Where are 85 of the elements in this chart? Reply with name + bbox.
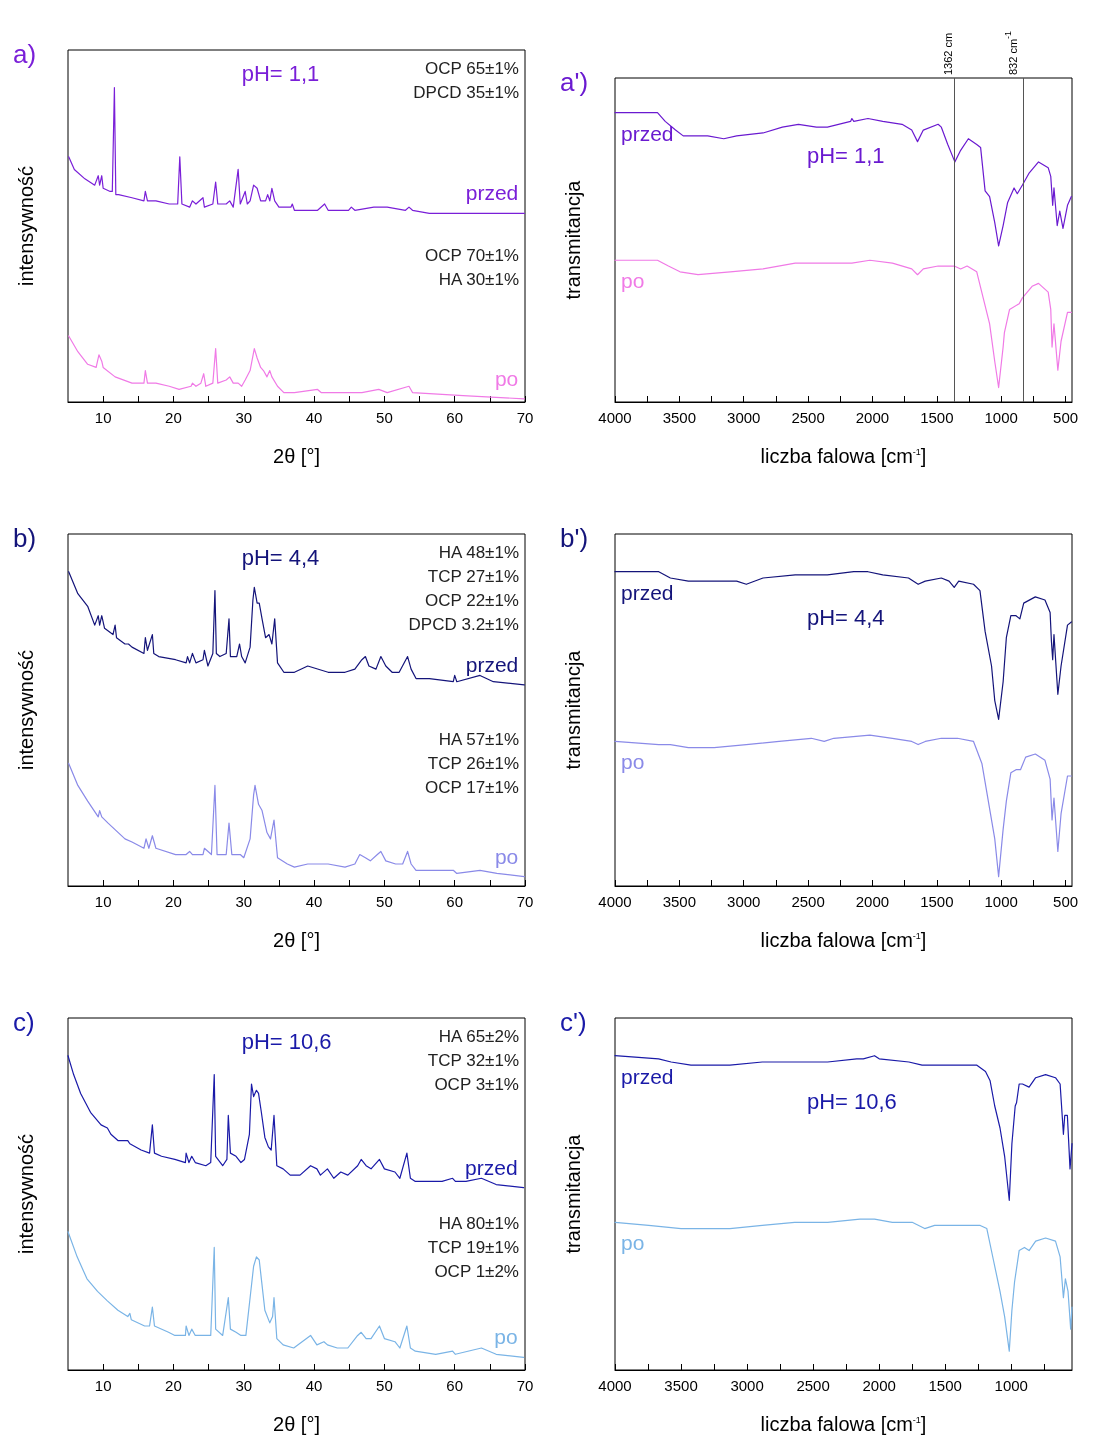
- chart-title: c): [13, 1007, 35, 1037]
- ref-line-label: 1362 cm: [942, 32, 955, 75]
- x-tick-label: 2500: [796, 1377, 830, 1394]
- chart-title: a): [13, 39, 37, 69]
- x-tick-label: 20: [165, 893, 182, 910]
- series-label: przed: [621, 121, 674, 145]
- x-tick-label: 1000: [984, 409, 1018, 426]
- chart-title: b): [13, 523, 37, 553]
- chart-title: c'): [560, 1007, 587, 1037]
- annotation: OCP 70±1% HA 30±1%: [424, 246, 519, 290]
- text: pH= 1,1: [241, 61, 320, 87]
- series-label: przed: [621, 1064, 674, 1088]
- x-tick-label: 2000: [855, 893, 890, 910]
- x-tick-label: 3000: [727, 409, 761, 426]
- x-axis-title: 2θ [°]: [273, 929, 320, 951]
- x-tick-label: 60: [446, 409, 464, 426]
- series-label: przed: [465, 1155, 518, 1179]
- y-axis-title: intensywność: [15, 1133, 37, 1255]
- x-tick-label: 20: [165, 1377, 182, 1394]
- x-tick-label: 10: [94, 409, 112, 426]
- y-axis-title: transmitancja: [562, 1133, 584, 1254]
- x-tick-label: 50: [376, 1377, 393, 1394]
- x-tick-label: 70: [516, 1377, 534, 1394]
- series-label: po: [494, 366, 519, 390]
- x-tick-label: 1000: [984, 893, 1018, 910]
- x-tick-label: 30: [235, 893, 253, 910]
- x-tick-label: 500: [1053, 409, 1079, 426]
- ref-line-label: 832 cm-1: [1003, 30, 1019, 75]
- y-axis-title: intensywność: [15, 165, 37, 287]
- annotation: pH= 4,4: [806, 604, 885, 630]
- text: pH= 4,4: [241, 545, 320, 571]
- x-tick-label: 50: [376, 893, 393, 910]
- x-tick-label: 2000: [855, 409, 890, 426]
- chart-title: a'): [560, 67, 589, 97]
- annotation: HA 80±1% TCP 19±1% OCP 1±2%: [427, 1214, 519, 1282]
- x-tick-label: 3500: [662, 893, 697, 910]
- x-axis-title: 2θ [°]: [273, 445, 320, 467]
- x-tick-label: 3500: [662, 409, 697, 426]
- x-tick-label: 500: [1053, 893, 1079, 910]
- annotation: pH= 10,6: [806, 1088, 897, 1114]
- x-tick-label: 2000: [862, 1377, 896, 1394]
- x-tick-label: 4000: [598, 893, 632, 910]
- x-axis-title: 2θ [°]: [273, 1413, 320, 1435]
- x-tick-label: 40: [305, 409, 323, 426]
- series-label: przed: [465, 181, 519, 205]
- x-tick-label: 3500: [664, 1377, 698, 1394]
- annotation: HA 48±1% TCP 27±1% OCP 22±1% DPCD 3.2±1%: [408, 542, 519, 634]
- x-tick-label: 4000: [598, 1377, 632, 1394]
- x-tick-label: 10: [94, 1377, 112, 1394]
- x-tick-label: 70: [516, 409, 534, 426]
- x-tick-label: 40: [305, 893, 323, 910]
- text: pH= 10,6: [241, 1029, 332, 1055]
- annotation: HA 57±1% TCP 26±1% OCP 17±1%: [424, 730, 519, 798]
- y-axis-title: transmitancja: [562, 649, 584, 770]
- x-tick-label: 70: [516, 893, 534, 910]
- x-tick-label: 1000: [994, 1377, 1028, 1394]
- x-tick-label: 1500: [920, 893, 954, 910]
- x-tick-label: 1500: [920, 409, 954, 426]
- series-label: po: [494, 1325, 518, 1349]
- annotation: HA 65±2% TCP 32±1% OCP 3±1%: [427, 1026, 519, 1094]
- series-label: po: [621, 750, 645, 774]
- series-label: po: [494, 844, 519, 868]
- x-tick-label: 50: [376, 409, 393, 426]
- series-label: przed: [465, 652, 519, 676]
- chart-title: b'): [560, 523, 589, 553]
- y-axis-title: intensywność: [15, 649, 37, 771]
- x-tick-label: 30: [235, 1377, 253, 1394]
- series-label: przed: [621, 580, 674, 604]
- x-tick-label: 60: [446, 1377, 464, 1394]
- x-tick-label: 30: [235, 409, 253, 426]
- annotation: OCP 65±1% DPCD 35±1%: [413, 58, 519, 102]
- x-tick-label: 60: [446, 893, 464, 910]
- y-axis-title: transmitancja: [562, 179, 584, 300]
- x-tick-label: 1500: [928, 1377, 962, 1394]
- annotation: pH= 1,1: [806, 143, 885, 169]
- x-tick-label: 10: [94, 893, 112, 910]
- x-tick-label: 3000: [730, 1377, 764, 1394]
- x-tick-label: 40: [305, 1377, 323, 1394]
- series-label: po: [621, 1231, 645, 1255]
- x-tick-label: 20: [165, 409, 182, 426]
- x-tick-label: 4000: [598, 409, 632, 426]
- x-tick-label: 2500: [791, 893, 825, 910]
- x-tick-label: 3000: [727, 893, 761, 910]
- series-label: po: [621, 269, 645, 293]
- x-tick-label: 2500: [791, 409, 825, 426]
